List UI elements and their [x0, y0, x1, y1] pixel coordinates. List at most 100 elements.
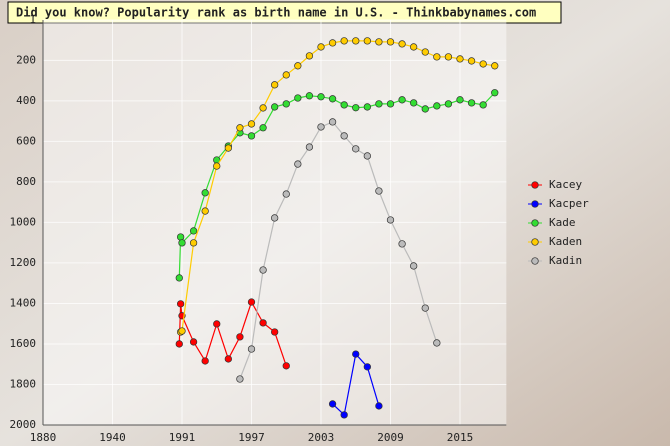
y-tick-label: 1000 [10, 215, 37, 228]
data-point [421, 48, 429, 56]
data-point [444, 53, 453, 61]
legend-label: Kacper [549, 197, 589, 210]
data-point [224, 144, 232, 152]
data-point [421, 105, 429, 113]
data-point [421, 304, 429, 312]
data-point [410, 99, 418, 107]
data-point [294, 62, 302, 70]
legend-label: Kadin [549, 254, 582, 267]
data-point [340, 411, 348, 419]
legend-marker [531, 219, 539, 227]
data-point [282, 71, 290, 79]
legend-label: Kaden [549, 235, 582, 248]
data-point [259, 124, 267, 132]
x-tick-label: 1997 [238, 431, 265, 444]
data-point [456, 96, 464, 104]
data-point [178, 327, 186, 335]
y-tick-label: 600 [16, 134, 36, 147]
data-point [271, 103, 279, 111]
data-point [328, 95, 337, 103]
data-point [317, 43, 325, 51]
data-point [282, 100, 290, 108]
data-point [398, 40, 406, 48]
data-point [201, 357, 209, 365]
y-tick-label: 1800 [10, 377, 37, 390]
legend-label: Kade [549, 216, 576, 229]
data-point [386, 38, 395, 46]
x-tick-label: 2009 [377, 431, 404, 444]
data-point [317, 123, 325, 131]
data-point [433, 53, 441, 61]
data-point [410, 262, 418, 270]
data-point [271, 214, 279, 222]
data-point [176, 233, 185, 241]
y-tick-label: 2000 [10, 418, 37, 431]
data-point [363, 103, 371, 111]
data-point [201, 207, 209, 215]
data-point [175, 340, 183, 348]
data-point [375, 100, 383, 108]
data-point [467, 57, 476, 65]
data-point [213, 320, 221, 328]
data-point [247, 120, 256, 128]
data-point [305, 52, 314, 60]
data-point [479, 60, 487, 68]
data-point [189, 227, 198, 235]
data-point [375, 38, 383, 46]
data-point [410, 43, 418, 51]
data-point [352, 350, 360, 358]
data-point [433, 102, 441, 110]
data-point [479, 101, 487, 109]
x-tick-label: 1940 [99, 431, 126, 444]
data-point [236, 124, 244, 132]
data-point [178, 239, 186, 247]
data-point [224, 355, 232, 363]
data-point [271, 81, 279, 89]
data-point [398, 96, 406, 104]
y-tick-label: 800 [16, 175, 36, 188]
data-point [176, 300, 185, 308]
title-box [7, 1, 562, 24]
data-point [247, 345, 256, 353]
y-tick-label: 1200 [10, 256, 37, 269]
data-point [456, 55, 464, 63]
data-point [236, 375, 244, 383]
data-point [386, 216, 395, 224]
data-point [363, 152, 371, 160]
data-point [352, 37, 360, 45]
data-point [294, 94, 302, 102]
data-point [294, 160, 302, 168]
data-point [328, 39, 337, 47]
data-point [282, 362, 290, 370]
data-point [175, 274, 183, 282]
series-line [239, 121, 438, 380]
data-point [305, 143, 314, 151]
data-point [328, 118, 337, 126]
data-point [352, 104, 360, 112]
y-tick-label: 1400 [10, 296, 37, 309]
y-tick-label: 200 [16, 53, 36, 66]
data-point [375, 402, 383, 410]
data-point [340, 132, 348, 140]
y-tick-label: 1600 [10, 337, 37, 350]
data-point [491, 89, 499, 97]
data-point [282, 190, 290, 198]
y-tick-label: 1 [29, 13, 36, 26]
data-point [363, 363, 371, 371]
data-point [352, 145, 360, 153]
data-point [328, 400, 337, 408]
data-point [236, 333, 244, 341]
data-point [247, 132, 256, 140]
data-point [491, 62, 499, 70]
legend-marker [531, 238, 539, 246]
legend-marker [531, 181, 539, 189]
data-point [444, 100, 453, 108]
data-point [201, 189, 209, 197]
x-tick-label: 2003 [308, 431, 335, 444]
data-point [398, 240, 406, 248]
legend-marker [531, 257, 539, 265]
data-point [340, 37, 348, 45]
data-point [213, 162, 221, 170]
